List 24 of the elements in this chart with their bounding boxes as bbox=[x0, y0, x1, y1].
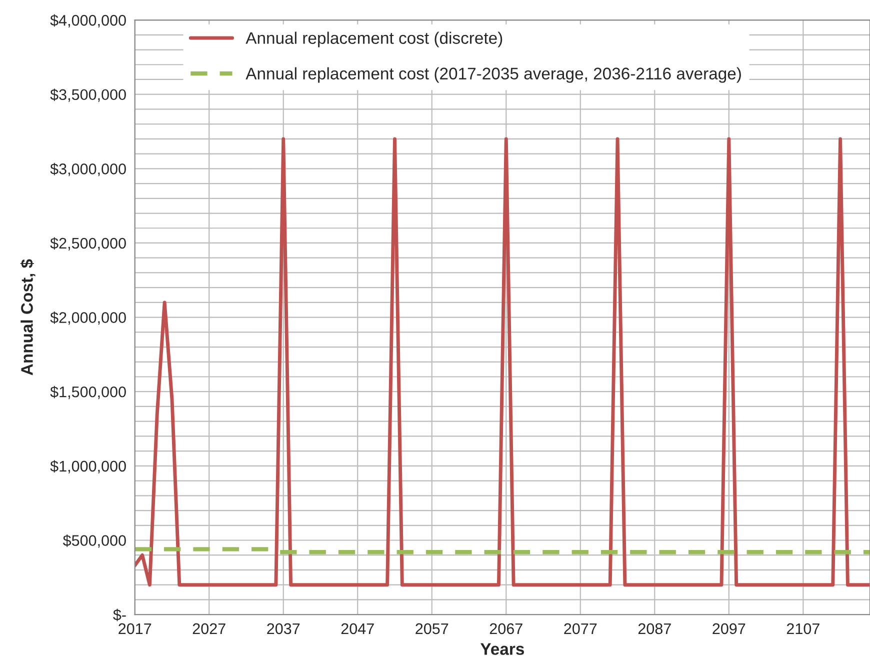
y-tick-label: $2,500,000 bbox=[50, 237, 126, 250]
x-tick-label: 2097 bbox=[712, 623, 746, 634]
x-tick-label: 2057 bbox=[416, 623, 448, 634]
y-tick-label: $500,000 bbox=[62, 534, 126, 548]
x-axis-title: Years bbox=[480, 643, 524, 655]
y-tick-label: $3,500,000 bbox=[50, 88, 126, 102]
y-tick-label: $3,000,000 bbox=[50, 162, 126, 176]
legend-label: Annual replacement cost (2017-2035 average, 2036-2116 average) bbox=[246, 67, 741, 83]
x-tick-label: 2107 bbox=[786, 623, 820, 634]
line-series bbox=[134, 137, 870, 587]
y-axis-title: Annual Cost, $ bbox=[20, 259, 36, 376]
y-tick-label: $1,000,000 bbox=[50, 460, 126, 474]
x-tick-label: 2077 bbox=[564, 623, 597, 634]
x-tick-label: 2087 bbox=[638, 623, 671, 634]
y-tick-label: $2,000,000 bbox=[50, 312, 126, 325]
y-tick-label: $1,500,000 bbox=[50, 386, 126, 400]
x-tick-label: 2027 bbox=[192, 623, 226, 634]
x-tick-label: 2017 bbox=[118, 623, 152, 634]
x-tick-label: 2037 bbox=[267, 623, 300, 634]
x-tick-label: 2047 bbox=[341, 623, 374, 634]
y-tick-label: $4,000,000 bbox=[50, 14, 126, 28]
y-tick-label: $- bbox=[113, 608, 126, 622]
x-tick-label: 2067 bbox=[490, 623, 522, 634]
legend-label: Annual replacement cost (discrete) bbox=[246, 32, 502, 48]
